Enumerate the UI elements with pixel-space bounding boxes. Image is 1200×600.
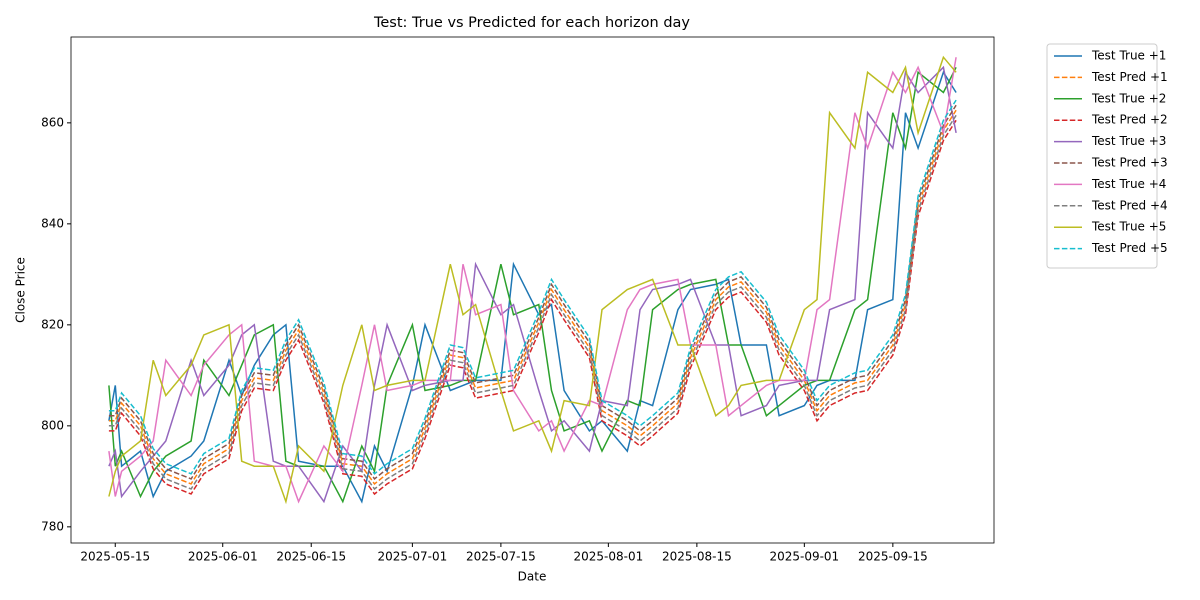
series-line [108, 99, 957, 475]
x-tick-label: 2025-08-01 [573, 550, 643, 564]
legend-label: Test Pred +2 [1091, 113, 1168, 127]
series-line [108, 114, 957, 491]
chart-title: Test: True vs Predicted for each horizon… [373, 15, 690, 31]
legend-label: Test True +2 [1091, 91, 1166, 105]
series-line [108, 66, 957, 504]
y-tick-label: 860 [41, 115, 64, 129]
x-tick-label: 2025-05-15 [80, 550, 150, 564]
legend-label: Test True +1 [1091, 49, 1166, 63]
legend-box [1046, 43, 1158, 269]
legend-label: Test True +5 [1091, 220, 1166, 234]
series-line [108, 57, 957, 504]
series-line [108, 104, 957, 480]
x-tick-label: 2025-07-15 [466, 550, 536, 564]
legend-label: Test True +4 [1091, 177, 1166, 191]
series-line [108, 109, 957, 485]
series-line [108, 55, 957, 505]
legend-label: Test Pred +3 [1091, 156, 1168, 170]
y-tick-label: 800 [41, 418, 64, 432]
y-tick-label: 840 [41, 216, 64, 230]
x-tick-label: 2025-06-01 [188, 550, 258, 564]
y-tick-label: 780 [41, 519, 64, 533]
series-line [108, 119, 957, 496]
x-tick-label: 2025-07-01 [378, 550, 448, 564]
y-axis-label: Close Price [14, 257, 28, 323]
x-axis-label: Date [518, 570, 547, 584]
x-tick-label: 2025-06-15 [276, 550, 346, 564]
series-line [108, 65, 957, 504]
legend-label: Test Pred +4 [1091, 198, 1168, 212]
plot-frame [70, 36, 995, 544]
legend-label: Test Pred +1 [1091, 70, 1168, 84]
x-tick-label: 2025-09-01 [769, 550, 839, 564]
legend-label: Test True +3 [1091, 134, 1166, 148]
x-tick-label: 2025-08-15 [662, 550, 732, 564]
legend-label: Test Pred +5 [1091, 241, 1168, 255]
x-tick-label: 2025-09-15 [858, 550, 928, 564]
y-tick-label: 820 [41, 317, 64, 331]
